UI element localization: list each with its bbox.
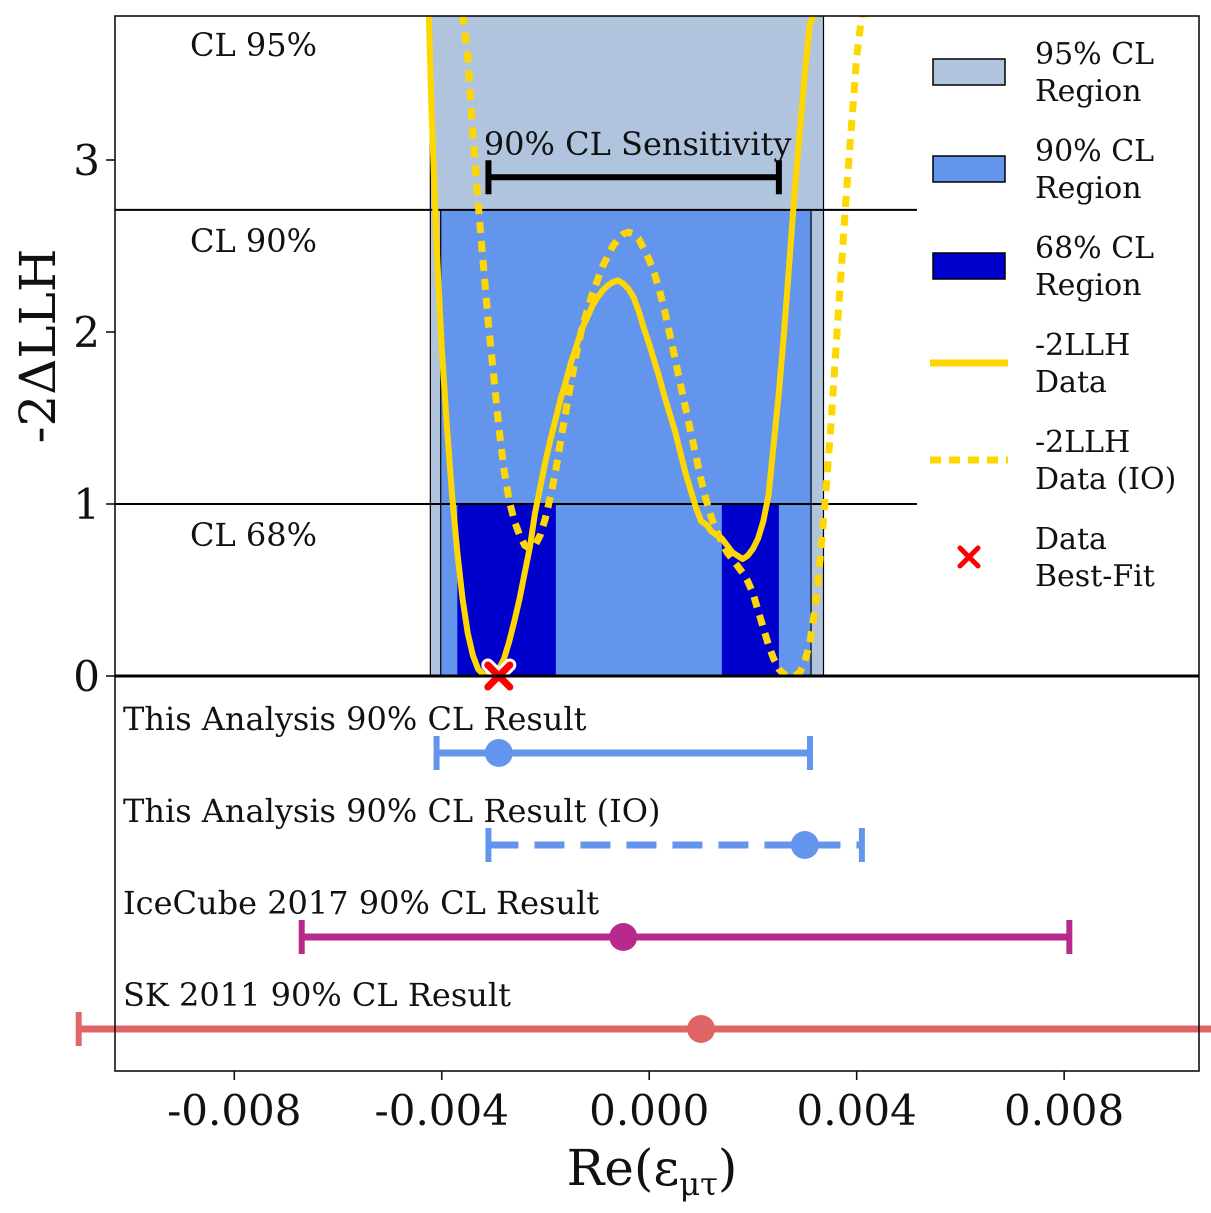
x-tick-label-4: 0.008	[1004, 1086, 1124, 1135]
cl-label-2: CL 68%	[190, 516, 317, 554]
result-best-2	[609, 923, 638, 951]
x-tick-label-2: 0.000	[589, 1086, 709, 1135]
legend-label-5-a: Data	[1035, 522, 1107, 557]
result-label-0: This Analysis 90% CL Result	[123, 700, 587, 738]
legend-label-1-b: Region	[1035, 171, 1142, 206]
cl-label-0: CL 95%	[190, 26, 317, 64]
legend-label-4-b: Data (IO)	[1035, 462, 1176, 497]
likelihood-panel: CL 95% CL 90% CL 68% 90% CL Sensitivity 95…	[115, 16, 1176, 694]
result-intervals: This Analysis 90% CL Result This Analysis…	[75, 700, 1211, 1046]
x-tick-label-1: -0.004	[375, 1086, 509, 1135]
x-tick-label-0: -0.008	[167, 1086, 301, 1135]
x-tick-label-3: 0.004	[797, 1086, 917, 1135]
cl-label-1: CL 90%	[190, 222, 317, 260]
y-tick-label-2: 2	[73, 308, 100, 357]
y-axis-label: -2ΔLLH	[9, 249, 67, 444]
x-axis-ticks: -0.008 -0.004 0.000 0.004 0.008	[167, 1071, 1124, 1135]
legend-label-2-a: 68% CL	[1035, 231, 1154, 266]
result-best-0	[484, 739, 513, 767]
result-label-2: IceCube 2017 90% CL Result	[123, 884, 599, 922]
legend-label-4-a: -2LLH	[1035, 425, 1130, 460]
cl-threshold-lines: CL 95% CL 90% CL 68%	[115, 26, 917, 554]
region-68-1	[721, 504, 779, 676]
result-best-1	[790, 831, 819, 859]
legend-swatch-0	[932, 58, 1006, 86]
y-tick-label-1: 1	[73, 480, 100, 529]
sensitivity-bar: 90% CL Sensitivity	[484, 125, 792, 195]
cl-regions	[429, 16, 825, 676]
legend-label-5-b: Best-Fit	[1035, 559, 1155, 594]
y-tick-label-0: 0	[73, 652, 100, 701]
legend-label-3-a: -2LLH	[1035, 328, 1130, 363]
y-axis-ticks: 0 1 2 3	[73, 136, 115, 701]
sensitivity-label: 90% CL Sensitivity	[484, 125, 792, 163]
x-axis-label: Re(εμτ)	[567, 1139, 738, 1203]
legend-swatch-1	[932, 155, 1006, 183]
legend-swatch-2	[932, 252, 1006, 280]
result-label-1: This Analysis 90% CL Result (IO)	[123, 792, 661, 830]
legend-label-0-a: 95% CL	[1035, 37, 1154, 72]
legend-label-2-b: Region	[1035, 268, 1142, 303]
legend-label-1-a: 90% CL	[1035, 134, 1154, 169]
y-tick-label-3: 3	[73, 136, 100, 185]
legend-swatch-5	[957, 545, 981, 569]
legend-label-3-b: Data	[1035, 365, 1107, 400]
plot-frame	[114, 15, 1200, 1072]
axes: -0.008 -0.004 0.000 0.004 0.008 0 1 2 3 Re(εμτ)…	[9, 15, 1200, 1203]
result-label-3: SK 2011 90% CL Result	[123, 976, 511, 1014]
results-panel: This Analysis 90% CL Result This Analysis…	[75, 700, 1211, 1046]
curve--2llh-data-io-	[459, 16, 878, 676]
legend-label-0-b: Region	[1035, 74, 1142, 109]
result-best-3	[687, 1015, 716, 1043]
